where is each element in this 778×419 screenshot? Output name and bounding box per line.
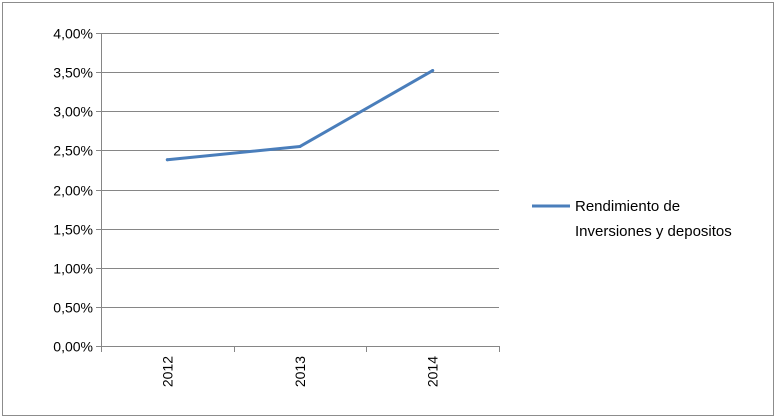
data-point <box>165 158 169 162</box>
y-tick-label: 0,50% <box>53 300 93 316</box>
y-tick-labels: 0,00% 0,50% 1,00% 1,50% 2,00% 2,50% 3,00% 3,50%… <box>53 26 93 355</box>
x-tick-label: 2012 <box>159 356 175 387</box>
y-tick-label: 1,00% <box>53 261 93 277</box>
axes <box>96 33 500 352</box>
y-tick-label: 2,50% <box>53 143 93 159</box>
y-tick-label: 3,50% <box>53 65 93 81</box>
grid-lines <box>101 33 499 308</box>
legend-label-line-2: Inversiones y depositos <box>575 223 732 240</box>
data-point <box>431 69 435 73</box>
y-tick-label: 3,00% <box>53 104 93 120</box>
legend: Rendimiento de Inversiones y depositos <box>532 198 732 240</box>
y-tick-label: 1,50% <box>53 222 93 238</box>
data-point <box>298 144 302 148</box>
x-tick-label: 2013 <box>292 356 308 387</box>
x-tick-labels: 2012 2013 2014 <box>159 356 440 387</box>
y-tick-label: 2,00% <box>53 183 93 199</box>
legend-label-line-1: Rendimiento de <box>575 198 680 215</box>
y-tick-label: 0,00% <box>53 339 93 355</box>
x-tick-label: 2014 <box>425 356 441 387</box>
y-tick-label: 4,00% <box>53 26 93 42</box>
series-lines <box>165 69 435 162</box>
